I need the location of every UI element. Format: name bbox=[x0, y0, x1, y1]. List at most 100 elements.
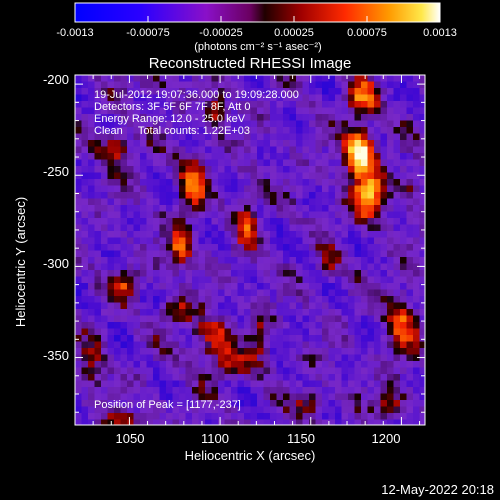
heatmap-cell bbox=[231, 263, 238, 271]
heatmap-cell bbox=[244, 205, 251, 212]
heatmap-cell bbox=[380, 211, 388, 219]
heatmap-cell bbox=[263, 296, 271, 303]
heatmap-cell bbox=[328, 270, 336, 277]
heatmap-cell bbox=[302, 88, 310, 95]
heatmap-cell bbox=[367, 374, 375, 381]
heatmap-cell bbox=[393, 133, 401, 141]
heatmap-cell bbox=[179, 335, 186, 342]
heatmap-cell bbox=[127, 146, 134, 154]
heatmap-cell bbox=[322, 127, 329, 134]
heatmap-cell bbox=[101, 250, 108, 258]
heatmap-cell bbox=[387, 153, 394, 160]
heatmap-cell bbox=[322, 263, 329, 271]
heatmap-cell bbox=[192, 114, 199, 121]
heatmap-cell bbox=[406, 309, 414, 316]
heatmap-cell bbox=[244, 244, 251, 251]
heatmap-cell bbox=[88, 361, 95, 368]
heatmap-cell bbox=[263, 127, 271, 134]
heatmap-cell bbox=[133, 354, 141, 362]
heatmap-cell bbox=[88, 335, 95, 342]
heatmap-cell bbox=[315, 198, 323, 206]
heatmap-cell bbox=[283, 159, 290, 167]
heatmap-cell bbox=[400, 302, 407, 310]
heatmap-cell bbox=[75, 348, 82, 355]
heatmap-cell bbox=[348, 367, 355, 375]
heatmap-cell bbox=[367, 348, 375, 355]
heatmap-cell bbox=[166, 367, 173, 375]
heatmap-cell bbox=[101, 211, 108, 219]
plot-frame bbox=[74, 74, 426, 426]
heatmap-cell bbox=[179, 283, 186, 290]
heatmap-cell bbox=[315, 75, 323, 82]
heatmap-cell bbox=[185, 192, 193, 199]
heatmap-cell bbox=[159, 205, 167, 212]
heatmap-cell bbox=[302, 146, 310, 154]
heatmap-cell bbox=[250, 406, 258, 414]
heatmap-cell bbox=[211, 94, 219, 102]
heatmap-cell bbox=[205, 166, 212, 173]
heatmap-cell bbox=[127, 133, 134, 141]
heatmap-cell bbox=[413, 146, 420, 154]
heatmap-cell bbox=[400, 361, 407, 368]
heatmap-cell bbox=[296, 283, 303, 290]
heatmap-cell bbox=[361, 231, 368, 238]
heatmap-cell bbox=[367, 114, 375, 121]
heatmap-cell bbox=[179, 380, 186, 388]
heatmap-cell bbox=[341, 159, 349, 167]
heatmap-cell bbox=[361, 75, 368, 82]
heatmap-cell bbox=[283, 172, 290, 180]
heatmap-cell bbox=[133, 380, 141, 388]
heatmap-cell bbox=[257, 114, 264, 121]
heatmap-cell bbox=[166, 81, 173, 89]
heatmap-cell bbox=[406, 374, 414, 381]
heatmap-cell bbox=[127, 380, 134, 388]
heatmap-cell bbox=[146, 146, 154, 154]
heatmap-cell bbox=[354, 244, 362, 251]
heatmap-cell bbox=[114, 120, 121, 128]
heatmap-cell bbox=[192, 75, 199, 82]
heatmap-cell bbox=[159, 224, 167, 232]
heatmap-cell bbox=[263, 172, 271, 180]
heatmap-cell bbox=[270, 88, 277, 95]
heatmap-cell bbox=[185, 133, 193, 141]
heatmap-cell bbox=[380, 270, 388, 277]
heatmap-cell bbox=[367, 198, 375, 206]
heatmap-cell bbox=[302, 192, 310, 199]
heatmap-cell bbox=[419, 211, 425, 219]
heatmap-cell bbox=[218, 159, 225, 167]
heatmap-cell bbox=[88, 140, 95, 147]
heatmap-cell bbox=[179, 400, 186, 407]
heatmap-cell bbox=[302, 224, 310, 232]
heatmap-cell bbox=[315, 296, 323, 303]
heatmap-cell bbox=[231, 172, 238, 180]
heatmap-cell bbox=[315, 374, 323, 381]
heatmap-cell bbox=[166, 237, 173, 245]
heatmap-cell bbox=[387, 120, 394, 128]
heatmap-cell bbox=[387, 192, 394, 199]
heatmap-cell bbox=[88, 75, 95, 82]
heatmap-cell bbox=[192, 205, 199, 212]
heatmap-cell bbox=[94, 361, 102, 368]
heatmap-cell bbox=[354, 348, 362, 355]
heatmap-cell bbox=[289, 172, 297, 180]
heatmap-cell bbox=[328, 309, 336, 316]
heatmap-cell bbox=[205, 250, 212, 258]
heatmap-cell bbox=[231, 101, 238, 108]
heatmap-cell bbox=[120, 276, 128, 284]
heatmap-cell bbox=[198, 231, 206, 238]
heatmap-cell bbox=[289, 341, 297, 349]
heatmap-cell bbox=[348, 341, 355, 349]
heatmap-cell bbox=[309, 302, 316, 310]
heatmap-cell bbox=[257, 309, 264, 316]
heatmap-cell bbox=[114, 380, 121, 388]
heatmap-cell bbox=[140, 114, 147, 121]
heatmap-cell bbox=[348, 140, 355, 147]
heatmap-cell bbox=[393, 289, 401, 297]
heatmap-cell bbox=[322, 374, 329, 381]
heatmap-cell bbox=[387, 88, 394, 95]
heatmap-cell bbox=[192, 244, 199, 251]
heatmap-cell bbox=[270, 348, 277, 355]
heatmap-cell bbox=[283, 185, 290, 193]
heatmap-cell bbox=[393, 205, 401, 212]
heatmap-cell bbox=[120, 166, 128, 173]
